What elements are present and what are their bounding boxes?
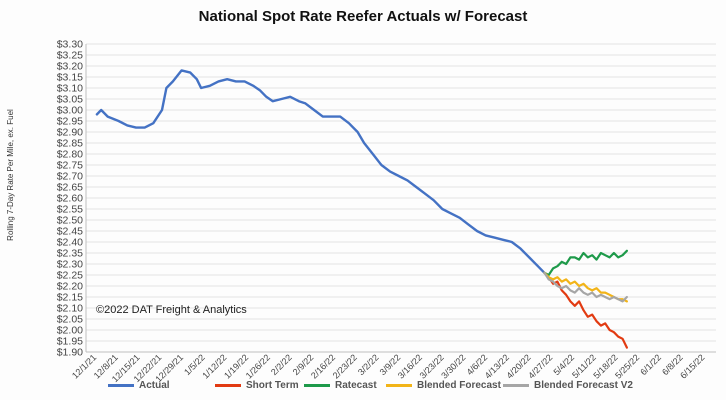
y-tick-label: $2.75	[57, 160, 83, 172]
y-tick-label: $3.15	[57, 72, 83, 84]
y-tick-label: $2.25	[57, 270, 83, 282]
legend-swatch	[304, 384, 330, 387]
y-tick-label: $2.60	[57, 193, 83, 205]
series-line-actual	[95, 69, 546, 274]
y-tick-label: $2.80	[57, 149, 83, 161]
series-line-blended-forecast-v2	[543, 271, 628, 303]
legend-item-ratecast: Ratecast	[304, 380, 377, 391]
y-tick-label: $2.85	[57, 138, 83, 150]
legend-item-blended-forecast-v2: Blended Forecast V2	[503, 380, 633, 391]
copyright-annotation: ©2022 DAT Freight & Analytics	[96, 304, 247, 316]
y-tick-label: $1.95	[57, 336, 83, 348]
y-tick-label: $2.70	[57, 171, 83, 183]
legend-swatch	[386, 384, 412, 387]
series-line-short-term	[543, 271, 628, 349]
x-tick-label: 2/2/22	[269, 352, 294, 377]
x-tick-label: 6/15/22	[678, 352, 706, 380]
x-tick-label: 5/25/22	[613, 352, 641, 380]
y-tick-label: $3.20	[57, 61, 83, 73]
y-tick-label: $2.15	[57, 292, 83, 304]
y-tick-label: $3.30	[57, 39, 83, 51]
legend-swatch	[215, 384, 241, 387]
y-tick-label: $2.65	[57, 182, 83, 194]
x-tick-label: 2/23/22	[331, 352, 359, 380]
y-tick-label: $2.35	[57, 248, 83, 260]
legend-label: Actual	[139, 380, 170, 391]
y-tick-label: $2.10	[57, 303, 83, 315]
y-tick-label: $3.05	[57, 94, 83, 106]
y-tick-label: $2.30	[57, 259, 83, 271]
legend-item-short-term: Short Term	[215, 380, 299, 391]
legend-swatch	[503, 384, 529, 387]
y-tick-label: $3.25	[57, 50, 83, 62]
x-tick-label: 1/26/22	[244, 352, 272, 380]
y-tick-label: $2.90	[57, 127, 83, 139]
x-tick-label: 3/2/22	[356, 352, 381, 377]
y-tick-label: $2.45	[57, 226, 83, 238]
y-tick-label: $2.55	[57, 204, 83, 216]
y-tick-label: $2.05	[57, 314, 83, 326]
legend-label: Blended Forecast V2	[534, 380, 633, 391]
legend-item-actual: Actual	[108, 380, 170, 391]
y-tick-label: $3.00	[57, 105, 83, 117]
legend-item-blended-forecast: Blended Forecast	[386, 380, 501, 391]
y-tick-label: $1.90	[57, 347, 83, 359]
y-tick-label: $2.20	[57, 281, 83, 293]
y-tick-label: $3.10	[57, 83, 83, 95]
y-tick-label: $2.50	[57, 215, 83, 227]
x-tick-label: 6/1/22	[638, 352, 663, 377]
chart-title: National Spot Rate Reefer Actuals w/ For…	[198, 8, 528, 25]
legend-label: Blended Forecast	[417, 380, 501, 391]
legend-label: Ratecast	[335, 380, 377, 391]
chart-legend: Actual Short Term Ratecast Blended Forecast…	[0, 380, 726, 396]
legend-swatch	[108, 384, 134, 387]
x-tick-label: 4/27/22	[526, 352, 554, 380]
legend-label: Short Term	[246, 380, 299, 391]
series-line-ratecast	[543, 249, 628, 277]
x-tick-label: 3/30/22	[439, 352, 467, 380]
y-tick-label: $2.95	[57, 116, 83, 128]
y-tick-label: $2.40	[57, 237, 83, 249]
y-tick-label: $2.00	[57, 325, 83, 337]
